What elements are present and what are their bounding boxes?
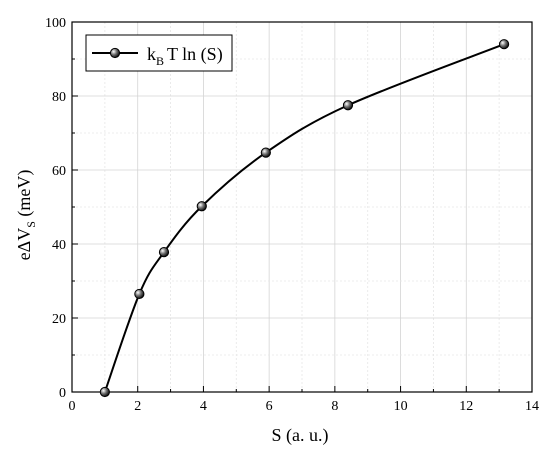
legend-label: kB T ln (S) xyxy=(147,44,223,68)
data-point xyxy=(196,201,207,212)
data-point xyxy=(99,386,110,398)
x-tick-label: 6 xyxy=(266,399,273,414)
y-axis-label: eΔVS (meV) xyxy=(14,170,38,261)
grid xyxy=(72,22,532,392)
y-tick-label: 40 xyxy=(52,238,66,253)
x-tick-label: 14 xyxy=(525,399,539,414)
legend-label-rest: T ln (S) xyxy=(167,44,223,65)
legend-label-k: k xyxy=(147,44,156,64)
x-tick-label: 10 xyxy=(394,399,408,414)
data-point xyxy=(498,39,510,50)
data-point xyxy=(134,288,145,300)
y-tick-label: 20 xyxy=(52,312,66,327)
y-tick-label: 80 xyxy=(52,90,66,105)
data-point xyxy=(342,100,354,111)
legend-label-sub: B xyxy=(156,54,164,68)
y-axis-label-main: eΔV xyxy=(14,228,34,261)
x-axis-label: S (a. u.) xyxy=(272,425,329,446)
data-point xyxy=(158,247,170,258)
x-tick-label: 0 xyxy=(69,399,76,414)
x-tick-label: 12 xyxy=(459,399,473,414)
legend: kB T ln (S) xyxy=(85,34,233,72)
markers xyxy=(99,39,510,398)
y-axis-label-sub: S xyxy=(24,221,38,228)
y-axis-label-unit: (meV) xyxy=(14,170,35,221)
y-tick-label: 0 xyxy=(59,386,66,401)
y-tick-label: 100 xyxy=(45,16,66,31)
tick-labels: 0 2 4 6 8 10 12 14 0 20 40 60 80 100 xyxy=(45,16,539,414)
data-point xyxy=(260,147,271,158)
legend-marker xyxy=(109,47,121,59)
x-tick-label: 2 xyxy=(134,399,141,414)
x-tick-label: 8 xyxy=(331,399,338,414)
x-tick-label: 4 xyxy=(200,399,207,414)
y-tick-label: 60 xyxy=(52,164,66,179)
